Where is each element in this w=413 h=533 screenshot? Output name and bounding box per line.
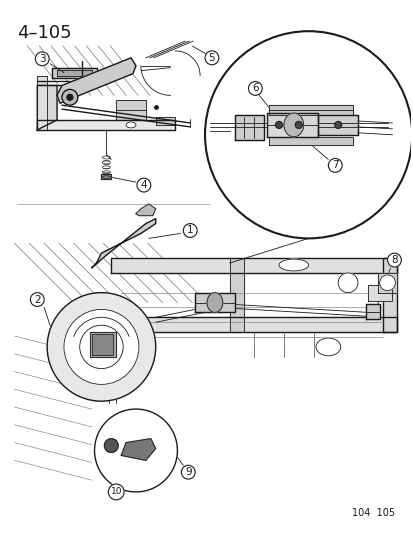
Polygon shape (91, 219, 155, 268)
Circle shape (387, 253, 400, 267)
Circle shape (379, 275, 394, 290)
Circle shape (35, 52, 49, 66)
Circle shape (181, 465, 195, 479)
Polygon shape (195, 293, 234, 312)
Ellipse shape (315, 338, 340, 356)
Polygon shape (57, 58, 135, 103)
Circle shape (62, 90, 78, 105)
Polygon shape (135, 204, 155, 216)
Circle shape (94, 409, 177, 492)
Text: 10: 10 (110, 488, 122, 496)
Polygon shape (229, 258, 244, 332)
Text: 9: 9 (185, 467, 191, 477)
Text: 4–105: 4–105 (17, 25, 71, 42)
Polygon shape (377, 273, 396, 293)
Polygon shape (52, 68, 96, 78)
Polygon shape (91, 334, 113, 355)
Circle shape (80, 325, 123, 369)
Polygon shape (111, 317, 396, 332)
Polygon shape (318, 115, 357, 135)
Polygon shape (155, 117, 175, 125)
Polygon shape (234, 115, 263, 140)
Ellipse shape (283, 113, 303, 137)
Polygon shape (382, 258, 396, 332)
Text: 7: 7 (331, 160, 338, 171)
Text: 3: 3 (39, 54, 45, 64)
Ellipse shape (206, 293, 222, 312)
Circle shape (328, 158, 341, 172)
Circle shape (183, 223, 197, 237)
Circle shape (337, 273, 357, 293)
Circle shape (108, 484, 124, 500)
Polygon shape (121, 439, 155, 461)
Polygon shape (268, 137, 352, 144)
Circle shape (67, 94, 73, 100)
Circle shape (137, 178, 150, 192)
Polygon shape (116, 100, 145, 120)
Text: 2: 2 (34, 295, 40, 304)
Polygon shape (37, 85, 57, 130)
Polygon shape (89, 332, 116, 357)
Text: 1: 1 (186, 225, 193, 236)
Text: 104  105: 104 105 (351, 507, 394, 518)
Text: 8: 8 (390, 255, 397, 265)
Circle shape (47, 293, 155, 401)
Ellipse shape (278, 259, 308, 271)
Text: 4: 4 (140, 180, 147, 190)
Polygon shape (365, 304, 379, 319)
Circle shape (204, 31, 411, 238)
Circle shape (30, 293, 44, 306)
Polygon shape (57, 70, 91, 76)
Polygon shape (37, 120, 175, 130)
Polygon shape (268, 105, 352, 115)
Polygon shape (266, 113, 318, 137)
Text: 6: 6 (252, 84, 258, 93)
Ellipse shape (126, 122, 135, 128)
Circle shape (248, 82, 261, 95)
Polygon shape (101, 174, 111, 179)
Text: 5: 5 (208, 53, 215, 63)
Circle shape (275, 122, 282, 128)
Polygon shape (111, 258, 396, 273)
Polygon shape (367, 285, 392, 301)
Polygon shape (37, 76, 47, 130)
Circle shape (294, 122, 301, 128)
Circle shape (104, 439, 118, 453)
Circle shape (334, 122, 341, 128)
Circle shape (64, 310, 139, 384)
Circle shape (204, 51, 218, 64)
